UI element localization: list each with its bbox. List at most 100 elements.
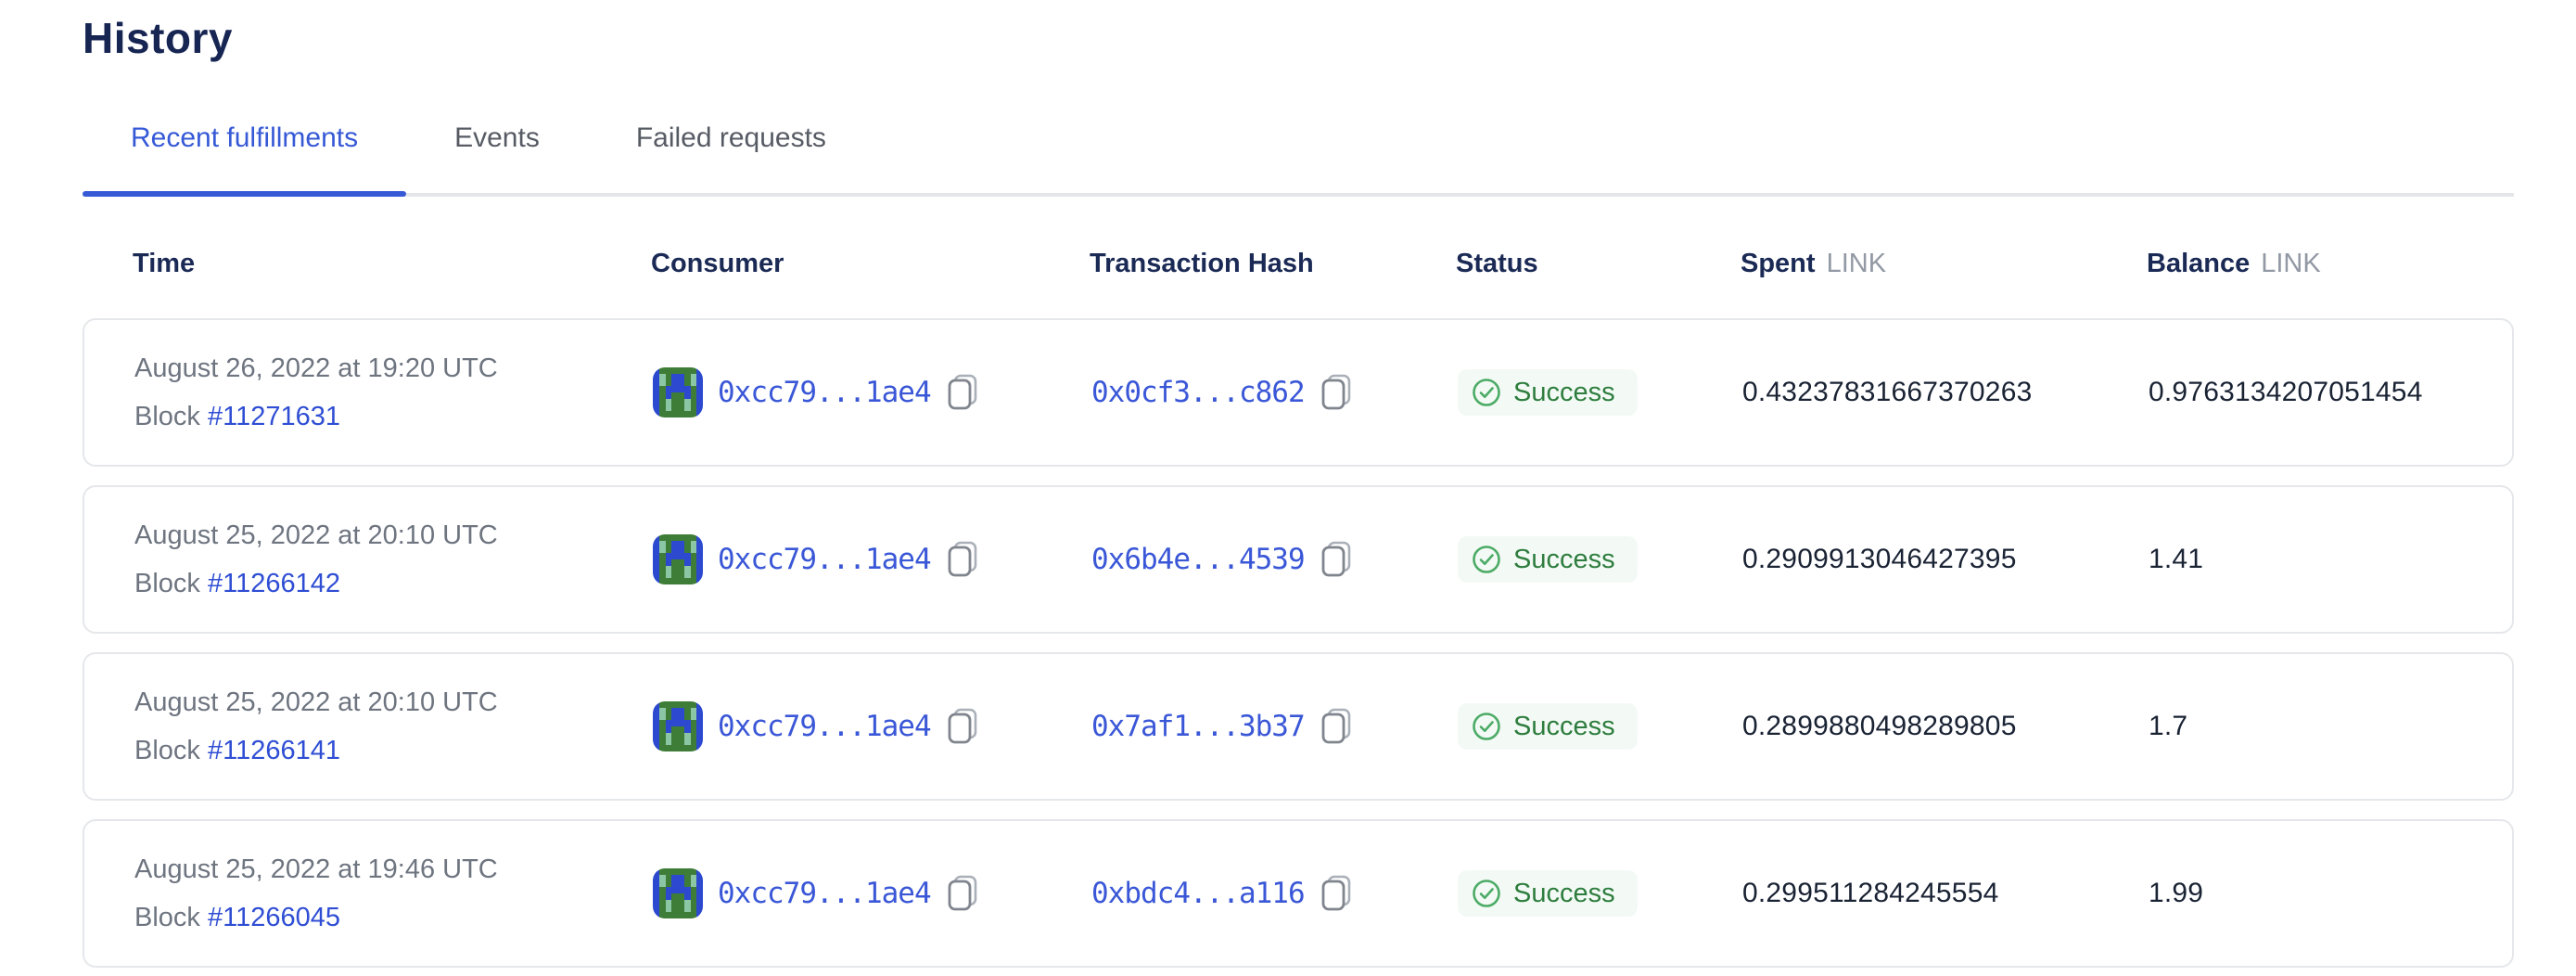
block-number-link[interactable]: #11266045 bbox=[207, 903, 340, 932]
block-line: Block #11271631 bbox=[134, 392, 653, 441]
consumer-address-link[interactable]: 0xcc79...1ae4 bbox=[718, 877, 932, 910]
status-text: Success bbox=[1513, 878, 1615, 908]
block-line: Block #11266142 bbox=[134, 559, 653, 608]
check-circle-icon bbox=[1473, 713, 1500, 740]
transaction-hash-link[interactable]: 0x6b4e...4539 bbox=[1091, 543, 1306, 576]
status-cell: Success bbox=[1458, 870, 1742, 917]
fulfillment-date: August 25, 2022 at 19:46 UTC bbox=[134, 854, 498, 884]
copy-icon bbox=[1321, 875, 1350, 911]
table-header-row: Time Consumer Transaction Hash Status Sp… bbox=[83, 197, 2514, 279]
check-circle-icon bbox=[1473, 546, 1500, 573]
copy-transaction-hash-button[interactable] bbox=[1320, 540, 1353, 579]
table-row: August 25, 2022 at 20:10 UTC Block #1126… bbox=[83, 485, 2514, 634]
spent-value: 0.2909913046427395 bbox=[1742, 544, 2017, 574]
copy-consumer-address-button[interactable] bbox=[946, 874, 979, 913]
consumer-address-link[interactable]: 0xcc79...1ae4 bbox=[718, 543, 932, 576]
time-cell: August 25, 2022 at 20:10 UTC Block #1126… bbox=[134, 511, 653, 608]
blockie-avatar-icon bbox=[653, 868, 703, 918]
consumer-cell: 0xcc79...1ae4 bbox=[653, 868, 1091, 918]
status-badge: Success bbox=[1458, 369, 1638, 416]
spent-value: 0.43237831667370263 bbox=[1742, 377, 2033, 407]
copy-icon bbox=[948, 875, 976, 911]
consumer-cell: 0xcc79...1ae4 bbox=[653, 367, 1091, 417]
blockie-avatar-icon bbox=[653, 701, 703, 751]
time-cell: August 25, 2022 at 20:10 UTC Block #1126… bbox=[134, 678, 653, 775]
col-header-status: Status bbox=[1456, 249, 1538, 278]
transaction-hash-link[interactable]: 0x7af1...3b37 bbox=[1091, 710, 1306, 743]
status-text: Success bbox=[1513, 544, 1615, 574]
tab-recent-fulfillments[interactable]: Recent fulfillments bbox=[83, 122, 407, 197]
copy-consumer-address-button[interactable] bbox=[946, 373, 979, 412]
block-label: Block bbox=[134, 903, 200, 932]
check-circle-icon bbox=[1473, 379, 1500, 406]
copy-icon bbox=[1321, 708, 1350, 744]
copy-icon bbox=[1321, 374, 1350, 410]
block-line: Block #11266141 bbox=[134, 726, 653, 775]
copy-transaction-hash-button[interactable] bbox=[1320, 874, 1353, 913]
transaction-hash-cell: 0x7af1...3b37 bbox=[1091, 707, 1458, 746]
col-header-balance: Balance LINK bbox=[2147, 249, 2321, 278]
fulfillment-date: August 25, 2022 at 20:10 UTC bbox=[134, 520, 498, 550]
balance-unit-label: LINK bbox=[2261, 249, 2321, 278]
col-header-transaction-hash: Transaction Hash bbox=[1090, 249, 1314, 278]
block-number-link[interactable]: #11266141 bbox=[207, 736, 340, 765]
copy-icon bbox=[948, 541, 976, 577]
spent-value: 0.2899880498289805 bbox=[1742, 711, 2017, 741]
table-row: August 25, 2022 at 20:10 UTC Block #1126… bbox=[83, 652, 2514, 801]
copy-icon bbox=[1321, 541, 1350, 577]
status-badge: Success bbox=[1458, 703, 1638, 750]
transaction-hash-link[interactable]: 0xbdc4...a116 bbox=[1091, 877, 1306, 910]
block-label: Block bbox=[134, 569, 200, 598]
copy-icon bbox=[948, 374, 976, 410]
fulfillment-date: August 25, 2022 at 20:10 UTC bbox=[134, 687, 498, 717]
block-number-link[interactable]: #11266142 bbox=[207, 569, 340, 598]
block-label: Block bbox=[134, 736, 200, 765]
copy-consumer-address-button[interactable] bbox=[946, 707, 979, 746]
balance-value: 0.9763134207051454 bbox=[2149, 377, 2423, 407]
status-text: Success bbox=[1513, 377, 1615, 407]
balance-value: 1.99 bbox=[2149, 878, 2204, 908]
balance-value: 1.41 bbox=[2149, 544, 2204, 574]
col-header-consumer: Consumer bbox=[651, 249, 784, 278]
table-row: August 25, 2022 at 19:46 UTC Block #1126… bbox=[83, 819, 2514, 968]
copy-consumer-address-button[interactable] bbox=[946, 540, 979, 579]
status-cell: Success bbox=[1458, 369, 1742, 416]
copy-transaction-hash-button[interactable] bbox=[1320, 707, 1353, 746]
status-badge: Success bbox=[1458, 536, 1638, 583]
history-tabs: Recent fulfillments Events Failed reques… bbox=[83, 122, 2514, 197]
time-cell: August 25, 2022 at 19:46 UTC Block #1126… bbox=[134, 845, 653, 942]
status-cell: Success bbox=[1458, 536, 1742, 583]
transaction-hash-cell: 0x6b4e...4539 bbox=[1091, 540, 1458, 579]
transaction-hash-cell: 0xbdc4...a116 bbox=[1091, 874, 1458, 913]
block-label: Block bbox=[134, 402, 200, 431]
copy-icon bbox=[948, 708, 976, 744]
status-text: Success bbox=[1513, 711, 1615, 741]
spent-value: 0.299511284245554 bbox=[1742, 878, 1999, 908]
table-row: August 26, 2022 at 19:20 UTC Block #1127… bbox=[83, 318, 2514, 467]
block-number-link[interactable]: #11271631 bbox=[207, 402, 340, 431]
consumer-cell: 0xcc79...1ae4 bbox=[653, 534, 1091, 584]
status-cell: Success bbox=[1458, 703, 1742, 750]
blockie-avatar-icon bbox=[653, 534, 703, 584]
consumer-cell: 0xcc79...1ae4 bbox=[653, 701, 1091, 751]
copy-transaction-hash-button[interactable] bbox=[1320, 373, 1353, 412]
page-title: History bbox=[83, 14, 233, 62]
transaction-hash-link[interactable]: 0x0cf3...c862 bbox=[1091, 376, 1306, 409]
rows: August 26, 2022 at 19:20 UTC Block #1127… bbox=[83, 318, 2514, 968]
consumer-address-link[interactable]: 0xcc79...1ae4 bbox=[718, 710, 932, 743]
time-cell: August 26, 2022 at 19:20 UTC Block #1127… bbox=[134, 344, 653, 441]
balance-value: 1.7 bbox=[2149, 711, 2188, 741]
history-page: History Recent fulfillments Events Faile… bbox=[83, 14, 2514, 968]
tab-failed-requests[interactable]: Failed requests bbox=[635, 122, 826, 153]
fulfillment-date: August 26, 2022 at 19:20 UTC bbox=[134, 353, 498, 383]
transaction-hash-cell: 0x0cf3...c862 bbox=[1091, 373, 1458, 412]
col-header-time: Time bbox=[133, 249, 196, 278]
check-circle-icon bbox=[1473, 880, 1500, 907]
status-badge: Success bbox=[1458, 870, 1638, 917]
tab-events[interactable]: Events bbox=[454, 122, 540, 153]
col-header-spent: Spent LINK bbox=[1741, 249, 1887, 278]
spent-unit-label: LINK bbox=[1826, 249, 1887, 278]
block-line: Block #11266045 bbox=[134, 893, 653, 942]
consumer-address-link[interactable]: 0xcc79...1ae4 bbox=[718, 376, 932, 409]
blockie-avatar-icon bbox=[653, 367, 703, 417]
